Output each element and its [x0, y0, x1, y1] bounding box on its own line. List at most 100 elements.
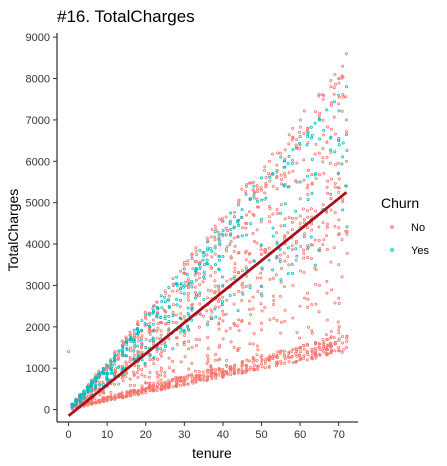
- point-yes-fill: [198, 312, 202, 316]
- point-no-fill: [195, 253, 199, 257]
- point-no-fill: [290, 216, 294, 220]
- point-no-fill: [306, 325, 310, 329]
- point-no-fill: [310, 172, 314, 176]
- point-yes-fill: [156, 306, 160, 310]
- point-no-fill: [305, 358, 309, 362]
- legend-key-no: [390, 225, 394, 229]
- point-yes-fill: [139, 338, 143, 342]
- point-yes-fill: [194, 278, 198, 282]
- point-no-fill: [125, 391, 129, 395]
- point-yes-fill: [286, 185, 290, 189]
- point-no-fill: [218, 217, 222, 221]
- point-no-fill: [279, 224, 283, 228]
- point-no-70: [260, 188, 264, 192]
- point-no-fill: [128, 330, 132, 334]
- point-yes-fill: [306, 198, 310, 202]
- point-no-fill: [167, 379, 171, 383]
- point-yes-fill: [143, 362, 147, 366]
- point-yes-fill: [97, 375, 101, 379]
- point-no-fill: [233, 363, 237, 367]
- point-no-fill: [271, 152, 275, 156]
- point-yes-fill: [294, 209, 298, 213]
- point-no-fill: [151, 318, 155, 322]
- point-no-fill: [294, 351, 298, 355]
- point-no-fill: [305, 343, 309, 347]
- point-yes-fill: [220, 232, 224, 236]
- point-no-fill: [303, 232, 307, 236]
- point-no-fill: [299, 346, 303, 350]
- point-no-fill: [213, 291, 217, 295]
- point-no-fill: [341, 200, 345, 204]
- point-no-fill: [255, 353, 259, 357]
- point-no-fill: [268, 355, 272, 359]
- point-yes-fill: [202, 297, 206, 301]
- point-no-fill: [136, 339, 140, 343]
- point-yes-fill: [220, 275, 224, 279]
- point-no-fill: [124, 362, 128, 366]
- point-no-fill: [322, 238, 326, 242]
- point-no-fill: [213, 279, 217, 283]
- point-no-fill: [190, 374, 194, 378]
- point-no-fill: [295, 331, 299, 335]
- point-no-fill: [306, 168, 310, 172]
- point-no-fill: [159, 369, 163, 373]
- point-no-fill: [209, 289, 213, 293]
- point-no-fill: [210, 367, 214, 371]
- point-no-fill: [221, 295, 225, 299]
- point-yes-fill: [205, 323, 209, 327]
- point-yes-fill: [317, 248, 321, 252]
- point-no-fill: [337, 177, 341, 181]
- point-no-fill: [259, 220, 263, 224]
- legend-label-yes: Yes: [411, 245, 429, 257]
- point-no-fill: [214, 352, 218, 356]
- point-no-fill: [275, 187, 279, 191]
- point-no-fill: [267, 365, 271, 369]
- point-no-fill: [341, 197, 345, 201]
- point-no-fill: [210, 310, 214, 314]
- point-yes-fill: [291, 148, 295, 152]
- point-no-fill: [205, 309, 209, 313]
- point-no-fill: [136, 320, 140, 324]
- x-tick-label-10: 10: [101, 429, 113, 441]
- point-no-fill: [240, 360, 244, 364]
- point-no-fill: [193, 369, 197, 373]
- point-no-81: [337, 263, 341, 267]
- point-no-fill: [171, 282, 175, 286]
- point-no-fill: [136, 335, 140, 339]
- point-yes-fill: [148, 313, 152, 317]
- point-yes-fill: [278, 247, 282, 251]
- point-no-fill: [328, 341, 332, 345]
- point-no-fill: [112, 395, 116, 399]
- point-no-fill: [183, 280, 187, 284]
- point-no-fill: [330, 349, 334, 353]
- point-yes-fill: [221, 300, 225, 304]
- point-yes-fill: [264, 196, 268, 200]
- point-yes-fill: [147, 324, 151, 328]
- point-yes-fill: [286, 246, 290, 250]
- point-yes-fill: [120, 350, 124, 354]
- point-yes-fill: [221, 284, 225, 288]
- point-no-fill: [237, 270, 241, 274]
- point-yes-fill: [291, 271, 295, 275]
- point-no-fill: [249, 313, 253, 317]
- point-no-fill: [140, 384, 144, 388]
- point-no-fill: [321, 348, 325, 352]
- point-no-fill: [112, 363, 116, 367]
- point-no-fill: [225, 298, 229, 302]
- point-no-fill: [214, 227, 218, 231]
- point-no-fill: [325, 318, 329, 322]
- point-no-fill: [310, 350, 314, 354]
- point-no-fill: [202, 375, 206, 379]
- point-no-fill: [271, 212, 275, 216]
- point-no-fill: [314, 302, 318, 306]
- point-no-fill: [152, 384, 156, 388]
- point-yes-fill: [75, 402, 79, 406]
- point-no-fill: [97, 380, 101, 384]
- point-yes-fill: [236, 308, 240, 312]
- point-no-fill: [317, 238, 321, 242]
- point-no-fill: [229, 369, 233, 373]
- point-no-fill: [298, 197, 302, 201]
- point-no-fill: [325, 234, 329, 238]
- point-no-fill: [237, 346, 241, 350]
- point-no-fill: [337, 324, 341, 328]
